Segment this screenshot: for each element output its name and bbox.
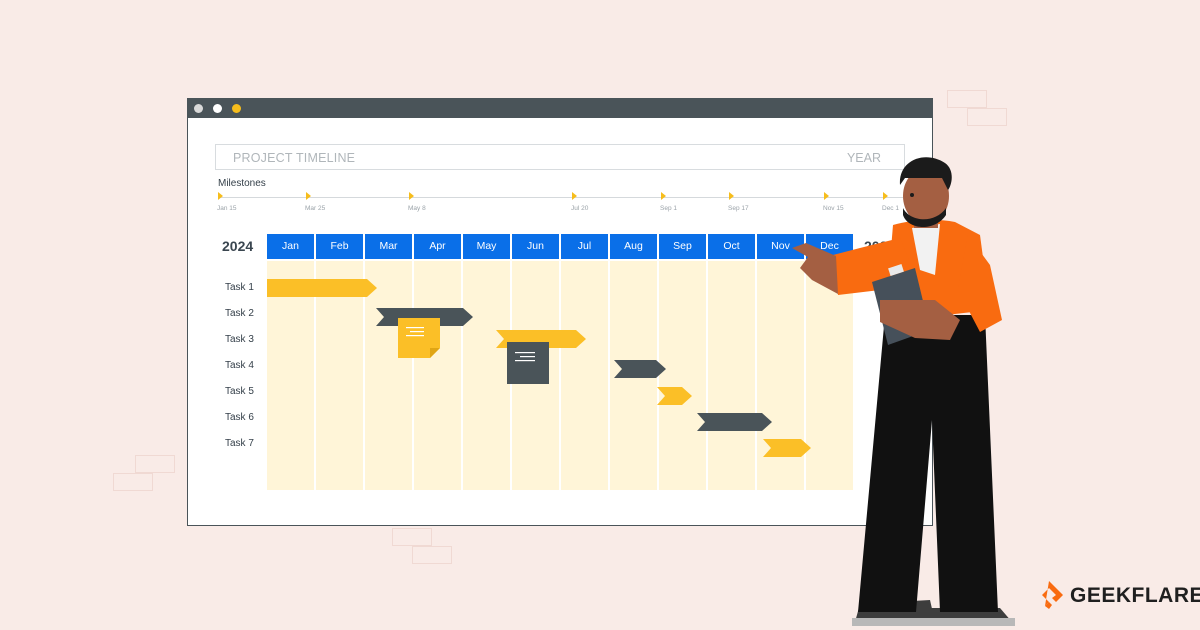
task-label: Task 6 — [225, 412, 254, 423]
milestone-marker-icon[interactable] — [661, 192, 666, 200]
month-header[interactable]: Jan — [267, 234, 314, 259]
month-header[interactable]: Nov — [757, 234, 804, 259]
month-header[interactable]: Apr — [414, 234, 461, 259]
task-4-bar[interactable] — [614, 360, 666, 378]
month-header[interactable]: Sep — [659, 234, 706, 259]
month-header[interactable]: Jul — [561, 234, 608, 259]
month-header[interactable]: Mar — [365, 234, 412, 259]
wall-brick — [135, 455, 175, 473]
month-header[interactable]: Jun — [512, 234, 559, 259]
year-left: 2024 — [222, 238, 254, 254]
document-note-icon — [507, 342, 549, 384]
milestone-marker-icon[interactable] — [883, 192, 888, 200]
task-7-bar[interactable] — [763, 439, 811, 457]
wall-brick — [113, 473, 153, 491]
task-label: Task 5 — [225, 386, 254, 397]
wall-brick — [412, 546, 452, 564]
title-field[interactable]: PROJECT TIMELINE YEAR — [215, 144, 905, 170]
wall-brick — [947, 90, 987, 108]
milestone-date: Jan 15 — [217, 205, 237, 212]
month-column — [316, 261, 363, 490]
month-column — [708, 261, 755, 490]
month-header[interactable]: Oct — [708, 234, 755, 259]
milestone-date: Sep 1 — [660, 205, 677, 212]
milestones-track — [218, 197, 903, 198]
task-label: Task 4 — [225, 360, 254, 371]
milestone-date: Dec 1 — [882, 205, 899, 212]
milestone-marker-icon[interactable] — [824, 192, 829, 200]
month-column — [561, 261, 608, 490]
wall-brick — [392, 528, 432, 546]
month-header[interactable]: Aug — [610, 234, 657, 259]
milestone-marker-icon[interactable] — [572, 192, 577, 200]
milestone-date: May 8 — [408, 205, 426, 212]
task-label: Task 3 — [225, 334, 254, 345]
milestone-date: Nov 15 — [823, 205, 844, 212]
month-column — [414, 261, 461, 490]
milestone-date: Jul 20 — [571, 205, 589, 212]
month-header[interactable]: Feb — [316, 234, 363, 259]
milestones-label: Milestones — [218, 178, 266, 189]
task-1-bar[interactable] — [267, 279, 377, 297]
month-column — [659, 261, 706, 490]
task-label: Task 1 — [225, 282, 254, 293]
milestone-marker-icon[interactable] — [409, 192, 414, 200]
project-timeline-title: PROJECT TIMELINE — [233, 151, 356, 165]
year-field-label: YEAR — [846, 151, 881, 165]
window-dot-icon[interactable] — [232, 104, 241, 113]
month-column — [463, 261, 510, 490]
task-5-bar[interactable] — [657, 387, 692, 405]
brand-name: GEEKFLARE — [1070, 584, 1200, 607]
milestone-date: Mar 25 — [305, 205, 326, 212]
month-header[interactable]: May — [463, 234, 510, 259]
month-column — [365, 261, 412, 490]
presenter-illustration — [792, 157, 1015, 626]
window-dot-icon[interactable] — [194, 104, 203, 113]
milestone-date: Sep 17 — [728, 205, 749, 212]
geekflare-logo-icon — [1042, 581, 1063, 609]
task-label: Task 2 — [225, 308, 254, 319]
sticky-note-icon — [398, 318, 440, 358]
milestone-marker-icon[interactable] — [306, 192, 311, 200]
milestone-marker-icon[interactable] — [729, 192, 734, 200]
month-column — [267, 261, 314, 490]
window-dot-icon[interactable] — [213, 104, 222, 113]
task-6-bar[interactable] — [697, 413, 772, 431]
wall-brick — [967, 108, 1007, 126]
milestone-marker-icon[interactable] — [218, 192, 223, 200]
task-label: Task 7 — [225, 438, 254, 449]
window-titlebar — [188, 99, 932, 118]
month-column — [806, 261, 853, 490]
